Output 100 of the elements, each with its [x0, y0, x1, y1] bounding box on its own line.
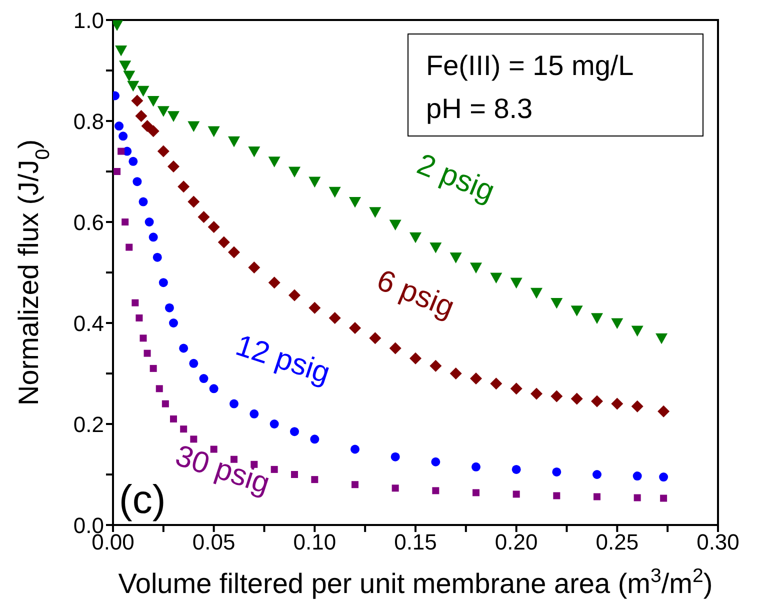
- point: [349, 322, 361, 334]
- point: [228, 246, 240, 258]
- point: [132, 299, 139, 306]
- point: [178, 180, 190, 193]
- point: [208, 221, 220, 234]
- point: [288, 289, 300, 302]
- point: [328, 312, 341, 324]
- point: [530, 288, 542, 299]
- x-tick-label: 0.05: [192, 530, 236, 555]
- point: [148, 232, 158, 242]
- point: [634, 494, 641, 502]
- point: [656, 333, 668, 344]
- point: [248, 261, 260, 274]
- point: [369, 207, 382, 218]
- annotation: Fe(III) = 15 mg/L: [426, 50, 634, 81]
- point: [470, 372, 482, 385]
- point: [180, 426, 188, 433]
- point: [157, 106, 170, 117]
- point: [230, 399, 238, 408]
- point: [390, 452, 400, 462]
- point: [230, 456, 238, 463]
- point: [156, 385, 163, 392]
- point: [152, 252, 162, 262]
- point: [570, 306, 583, 316]
- point: [431, 457, 440, 466]
- point: [132, 177, 142, 186]
- point: [512, 490, 520, 498]
- point: [119, 60, 132, 72]
- point: [144, 218, 154, 226]
- point: [550, 298, 563, 309]
- annotation: (c): [119, 478, 166, 522]
- point: [552, 467, 562, 476]
- y-tick-label: 0.6: [73, 210, 104, 235]
- point: [179, 344, 188, 353]
- point: [162, 400, 169, 408]
- point: [591, 395, 603, 408]
- text: 6 psig: [372, 264, 459, 324]
- point: [472, 489, 480, 496]
- point: [290, 427, 299, 436]
- point: [114, 168, 121, 175]
- point: [490, 378, 502, 390]
- point: [392, 484, 399, 492]
- point: [147, 96, 160, 107]
- point: [291, 471, 298, 478]
- point: [210, 446, 218, 453]
- point: [311, 476, 318, 484]
- point: [430, 360, 442, 372]
- point: [658, 405, 670, 418]
- point: [410, 352, 422, 364]
- point: [248, 146, 260, 158]
- point: [369, 332, 382, 344]
- x-tick-label: 0.15: [394, 530, 437, 555]
- point: [157, 145, 170, 158]
- point: [553, 492, 560, 500]
- point: [592, 470, 602, 479]
- point: [450, 368, 462, 380]
- point: [141, 120, 154, 132]
- point: [510, 382, 522, 395]
- point: [188, 196, 200, 208]
- y-tick-label: 0.2: [73, 412, 104, 437]
- point: [115, 46, 128, 56]
- point: [594, 493, 600, 500]
- x-tick-label: 0.25: [596, 530, 639, 555]
- point: [328, 186, 341, 198]
- point: [118, 132, 128, 141]
- point: [352, 481, 358, 488]
- point: [158, 278, 168, 288]
- point: [631, 326, 644, 337]
- point: [127, 80, 140, 92]
- point: [432, 487, 440, 494]
- point: [144, 350, 151, 357]
- point: [128, 156, 138, 166]
- text: 30 psig: [171, 439, 274, 501]
- point: [270, 466, 278, 473]
- point: [250, 409, 259, 418]
- point: [530, 388, 542, 400]
- point: [472, 462, 480, 472]
- point: [131, 94, 144, 107]
- point: [308, 302, 321, 314]
- x-tick-label: 0.30: [696, 530, 740, 555]
- point: [135, 110, 148, 122]
- y-tick-label: 1.0: [73, 8, 104, 33]
- point: [550, 390, 563, 402]
- point: [268, 156, 280, 168]
- point: [140, 334, 147, 342]
- point: [190, 436, 198, 443]
- point: [450, 252, 462, 264]
- point: [631, 400, 644, 412]
- point: [430, 242, 442, 254]
- annotation: pH = 8.3: [426, 93, 533, 124]
- point: [611, 318, 624, 329]
- point: [123, 70, 136, 82]
- point: [199, 374, 208, 384]
- point: [137, 86, 150, 97]
- point: [126, 244, 133, 251]
- text: 2 psig: [412, 148, 500, 208]
- point: [349, 197, 361, 208]
- point: [288, 166, 300, 178]
- point: [389, 220, 402, 231]
- point: [570, 392, 583, 405]
